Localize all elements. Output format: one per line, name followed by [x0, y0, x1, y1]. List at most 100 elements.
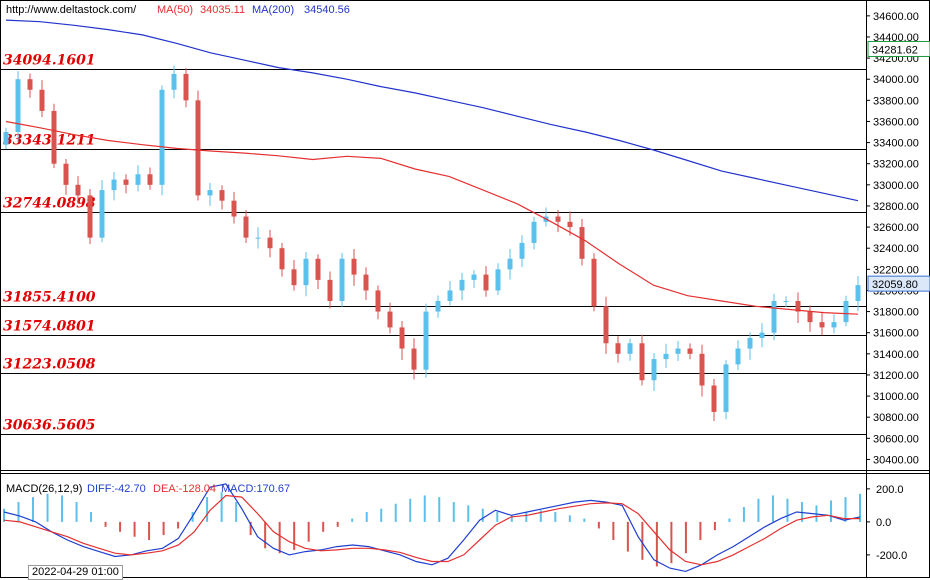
candle-body	[747, 337, 753, 349]
price-tick-label: 30400.00	[873, 454, 919, 466]
candle-body	[591, 258, 597, 307]
candle-body	[243, 216, 249, 238]
ma50-value: 34035.11	[200, 4, 246, 16]
candle-body	[39, 89, 45, 111]
candle-body	[27, 79, 33, 90]
candle-body	[159, 89, 165, 185]
candle-body	[843, 301, 849, 323]
macd-histogram	[3, 492, 861, 567]
candle-body	[183, 73, 189, 101]
candle-body	[3, 132, 9, 145]
candle-body	[327, 279, 333, 302]
ma50-label: MA(50)	[157, 4, 194, 16]
macd-tick-label: -200.0	[876, 550, 907, 562]
candle-body	[423, 311, 429, 370]
date-label: 2022-04-29 01:00	[28, 565, 123, 580]
candle-body	[783, 301, 789, 303]
price-tick-label: 34600.00	[873, 11, 919, 23]
candle-body	[579, 227, 585, 259]
candle-body	[459, 279, 465, 291]
candle-body	[807, 311, 813, 323]
candle-body	[87, 195, 93, 238]
candle-body	[303, 258, 309, 286]
level-label: 31855.4100	[3, 290, 96, 306]
candle-body	[363, 274, 369, 291]
candle-body	[99, 190, 105, 238]
candle-body	[15, 79, 21, 133]
level-label: 31574.0801	[3, 319, 96, 335]
price-tick-label: 33400.00	[873, 138, 919, 150]
candle-body	[279, 248, 285, 270]
candle-body	[651, 359, 657, 381]
level-label: 32744.0898	[3, 196, 96, 212]
candle-body	[507, 258, 513, 270]
price-tick-label: 30800.00	[873, 412, 919, 424]
level-label: 33343.1211	[3, 133, 96, 149]
price-tick-label: 31600.00	[873, 328, 919, 340]
price-tick-label: 33000.00	[873, 180, 919, 192]
candle-body	[639, 343, 645, 381]
candle-body	[147, 174, 153, 185]
candle-body	[435, 301, 441, 312]
price-flag	[867, 275, 930, 292]
macd-diff-label: DIFF:-42.70	[87, 483, 146, 495]
candle-body	[555, 216, 561, 222]
macd-dea-label: DEA:-128.04	[153, 483, 216, 495]
ma200-value: 34540.56	[304, 4, 350, 16]
candle-body	[711, 385, 717, 412]
price-tick-label: 33200.00	[873, 159, 919, 171]
candle-body	[819, 322, 825, 328]
candle-body	[51, 110, 57, 164]
candle-body	[699, 353, 705, 386]
candle-body	[195, 100, 201, 196]
candle-body	[615, 343, 621, 354]
level-label: 34094.1601	[3, 53, 96, 69]
price-tick-label: 31000.00	[873, 391, 919, 403]
price-tick-label: 30600.00	[873, 433, 919, 445]
candle-body	[771, 301, 777, 333]
candle-body	[291, 269, 297, 286]
candle-body	[603, 306, 609, 344]
price-tick-label: 31200.00	[873, 370, 919, 382]
candle-body	[399, 327, 405, 349]
price-tick-label: 34000.00	[873, 74, 919, 86]
candle-body	[111, 179, 117, 191]
candle-body	[675, 348, 681, 354]
candle-body	[531, 221, 537, 243]
price-tick-label: 32600.00	[873, 222, 919, 234]
candle-body	[375, 290, 381, 312]
candle-body	[231, 200, 237, 217]
candle-body	[759, 332, 765, 338]
price-tick-label: 34400.00	[873, 32, 919, 44]
candle-body	[687, 348, 693, 354]
candle-body	[567, 221, 573, 228]
price-tick-label: 31400.00	[873, 349, 919, 361]
macd-tick-label: 0.0	[876, 517, 891, 529]
level-label: 31223.0508	[3, 357, 96, 373]
candle-body	[831, 322, 837, 328]
price-tick-label: 32400.00	[873, 243, 919, 255]
candle-body	[387, 311, 393, 328]
site-url: http://www.deltastock.com/	[6, 4, 137, 16]
price-flag-label: 34281.62	[872, 44, 918, 56]
price-tick-label: 33800.00	[873, 95, 919, 107]
candle-body	[255, 237, 261, 239]
candle-body	[519, 242, 525, 259]
candle-body	[351, 258, 357, 275]
candle-body	[447, 290, 453, 302]
price-tick-label: 33600.00	[873, 116, 919, 128]
price-tick-label: 32200.00	[873, 264, 919, 276]
price-tick-label: 32800.00	[873, 201, 919, 213]
ma50-line	[5, 120, 859, 315]
candle-body	[495, 269, 501, 291]
candle-body	[483, 274, 489, 291]
ma200-line	[5, 19, 859, 202]
candle-body	[855, 285, 861, 302]
candle-body	[207, 190, 213, 196]
price-tick-label: 31800.00	[873, 307, 919, 319]
ma200-label: MA(200)	[252, 4, 295, 16]
candle-body	[171, 73, 177, 90]
candle-body	[339, 258, 345, 302]
